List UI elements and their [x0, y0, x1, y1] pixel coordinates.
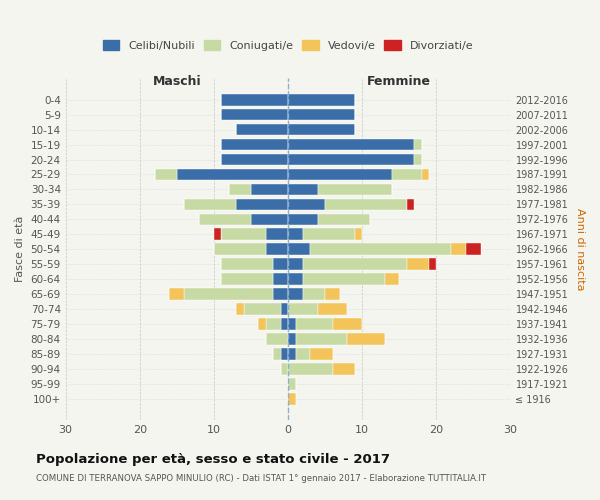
Bar [199, 214, 251, 225]
Bar [303, 274, 385, 285]
Bar [296, 318, 332, 330]
Bar [414, 154, 422, 166]
Bar [288, 274, 303, 285]
Bar [332, 363, 355, 374]
Bar [325, 288, 340, 300]
Bar [414, 138, 422, 150]
Bar [429, 258, 436, 270]
Bar [303, 228, 355, 240]
Bar [347, 333, 385, 345]
Bar [266, 244, 288, 255]
Bar [288, 198, 325, 210]
Bar [288, 168, 392, 180]
Bar [259, 318, 266, 330]
Y-axis label: Anni di nascita: Anni di nascita [575, 208, 585, 290]
Bar [288, 333, 296, 345]
Bar [281, 303, 288, 315]
Bar [318, 214, 370, 225]
Bar [251, 214, 288, 225]
Bar [288, 154, 414, 166]
Bar [288, 303, 318, 315]
Bar [288, 138, 414, 150]
Bar [169, 288, 184, 300]
Bar [281, 318, 288, 330]
Bar [303, 288, 325, 300]
Bar [288, 109, 355, 120]
Y-axis label: Fasce di età: Fasce di età [15, 216, 25, 282]
Bar [318, 303, 347, 315]
Bar [266, 333, 288, 345]
Bar [221, 258, 274, 270]
Text: Femmine: Femmine [367, 74, 431, 88]
Bar [288, 124, 355, 136]
Bar [281, 363, 288, 374]
Bar [288, 378, 296, 390]
Bar [392, 168, 422, 180]
Bar [385, 274, 400, 285]
Bar [266, 318, 281, 330]
Bar [310, 244, 451, 255]
Bar [407, 258, 429, 270]
Bar [274, 348, 281, 360]
Bar [281, 348, 288, 360]
Bar [288, 184, 318, 196]
Bar [288, 244, 310, 255]
Bar [422, 168, 429, 180]
Bar [303, 258, 407, 270]
Bar [251, 184, 288, 196]
Text: COMUNE DI TERRANOVA SAPPO MINULIO (RC) - Dati ISTAT 1° gennaio 2017 - Elaborazio: COMUNE DI TERRANOVA SAPPO MINULIO (RC) -… [36, 474, 486, 483]
Bar [318, 184, 392, 196]
Bar [184, 288, 274, 300]
Bar [288, 348, 296, 360]
Bar [288, 94, 355, 106]
Bar [466, 244, 481, 255]
Bar [236, 303, 244, 315]
Bar [221, 109, 288, 120]
Bar [288, 214, 318, 225]
Bar [288, 393, 296, 404]
Text: Popolazione per età, sesso e stato civile - 2017: Popolazione per età, sesso e stato civil… [36, 452, 390, 466]
Bar [274, 274, 288, 285]
Legend: Celibi/Nubili, Coniugati/e, Vedovi/e, Divorziati/e: Celibi/Nubili, Coniugati/e, Vedovi/e, Di… [98, 36, 478, 56]
Bar [288, 363, 332, 374]
Bar [355, 228, 362, 240]
Text: Maschi: Maschi [152, 74, 201, 88]
Bar [177, 168, 288, 180]
Bar [407, 198, 414, 210]
Bar [296, 348, 310, 360]
Bar [155, 168, 177, 180]
Bar [332, 318, 362, 330]
Bar [221, 94, 288, 106]
Bar [244, 303, 281, 315]
Bar [221, 138, 288, 150]
Bar [221, 154, 288, 166]
Bar [310, 348, 332, 360]
Bar [266, 228, 288, 240]
Bar [325, 198, 407, 210]
Bar [221, 228, 266, 240]
Bar [296, 333, 347, 345]
Bar [214, 228, 221, 240]
Bar [214, 244, 266, 255]
Bar [274, 258, 288, 270]
Bar [451, 244, 466, 255]
Bar [288, 258, 303, 270]
Bar [274, 288, 288, 300]
Bar [236, 124, 288, 136]
Bar [288, 228, 303, 240]
Bar [236, 198, 288, 210]
Bar [221, 274, 274, 285]
Bar [288, 288, 303, 300]
Bar [229, 184, 251, 196]
Bar [184, 198, 236, 210]
Bar [288, 318, 296, 330]
